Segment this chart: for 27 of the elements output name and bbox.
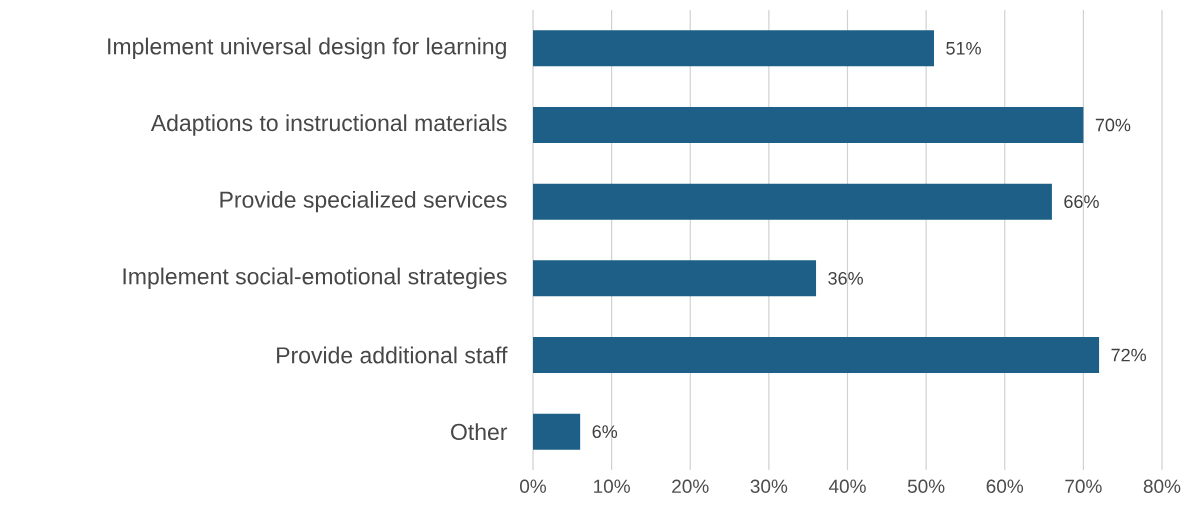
data-label: 70% bbox=[1095, 118, 1131, 132]
data-label: 66% bbox=[1064, 195, 1099, 209]
bar bbox=[533, 260, 817, 297]
x-tick-label: 40% bbox=[828, 479, 866, 493]
data-label: 6% bbox=[592, 425, 618, 439]
data-label: 36% bbox=[828, 271, 863, 285]
y-tick-label: Other bbox=[451, 423, 508, 441]
y-tick-label: Provide additional staff bbox=[277, 346, 508, 364]
data-label: 72% bbox=[1111, 348, 1147, 362]
y-tick-label: Implement universal design for learning bbox=[108, 37, 506, 60]
x-tick-label: 80% bbox=[1143, 479, 1181, 493]
x-tick-label: 30% bbox=[750, 479, 788, 493]
x-tick-label: 60% bbox=[986, 479, 1024, 493]
bar bbox=[533, 183, 1052, 220]
data-label: 51% bbox=[946, 41, 981, 55]
y-tick-label: Implement social-emotional strategies bbox=[123, 267, 507, 290]
bar bbox=[533, 413, 581, 450]
x-tick-label: 20% bbox=[672, 479, 709, 493]
bar bbox=[533, 336, 1100, 373]
bar bbox=[533, 107, 1084, 143]
bar bbox=[533, 30, 934, 67]
x-tick-label: 0% bbox=[520, 479, 547, 493]
y-tick-label: Provide specialized services bbox=[220, 190, 507, 213]
x-tick-label: 50% bbox=[907, 479, 945, 493]
y-tick-label: Adaptions to instructional materials bbox=[150, 114, 507, 136]
x-tick-label: 10% bbox=[594, 479, 630, 493]
x-tick-label: 70% bbox=[1065, 479, 1102, 493]
